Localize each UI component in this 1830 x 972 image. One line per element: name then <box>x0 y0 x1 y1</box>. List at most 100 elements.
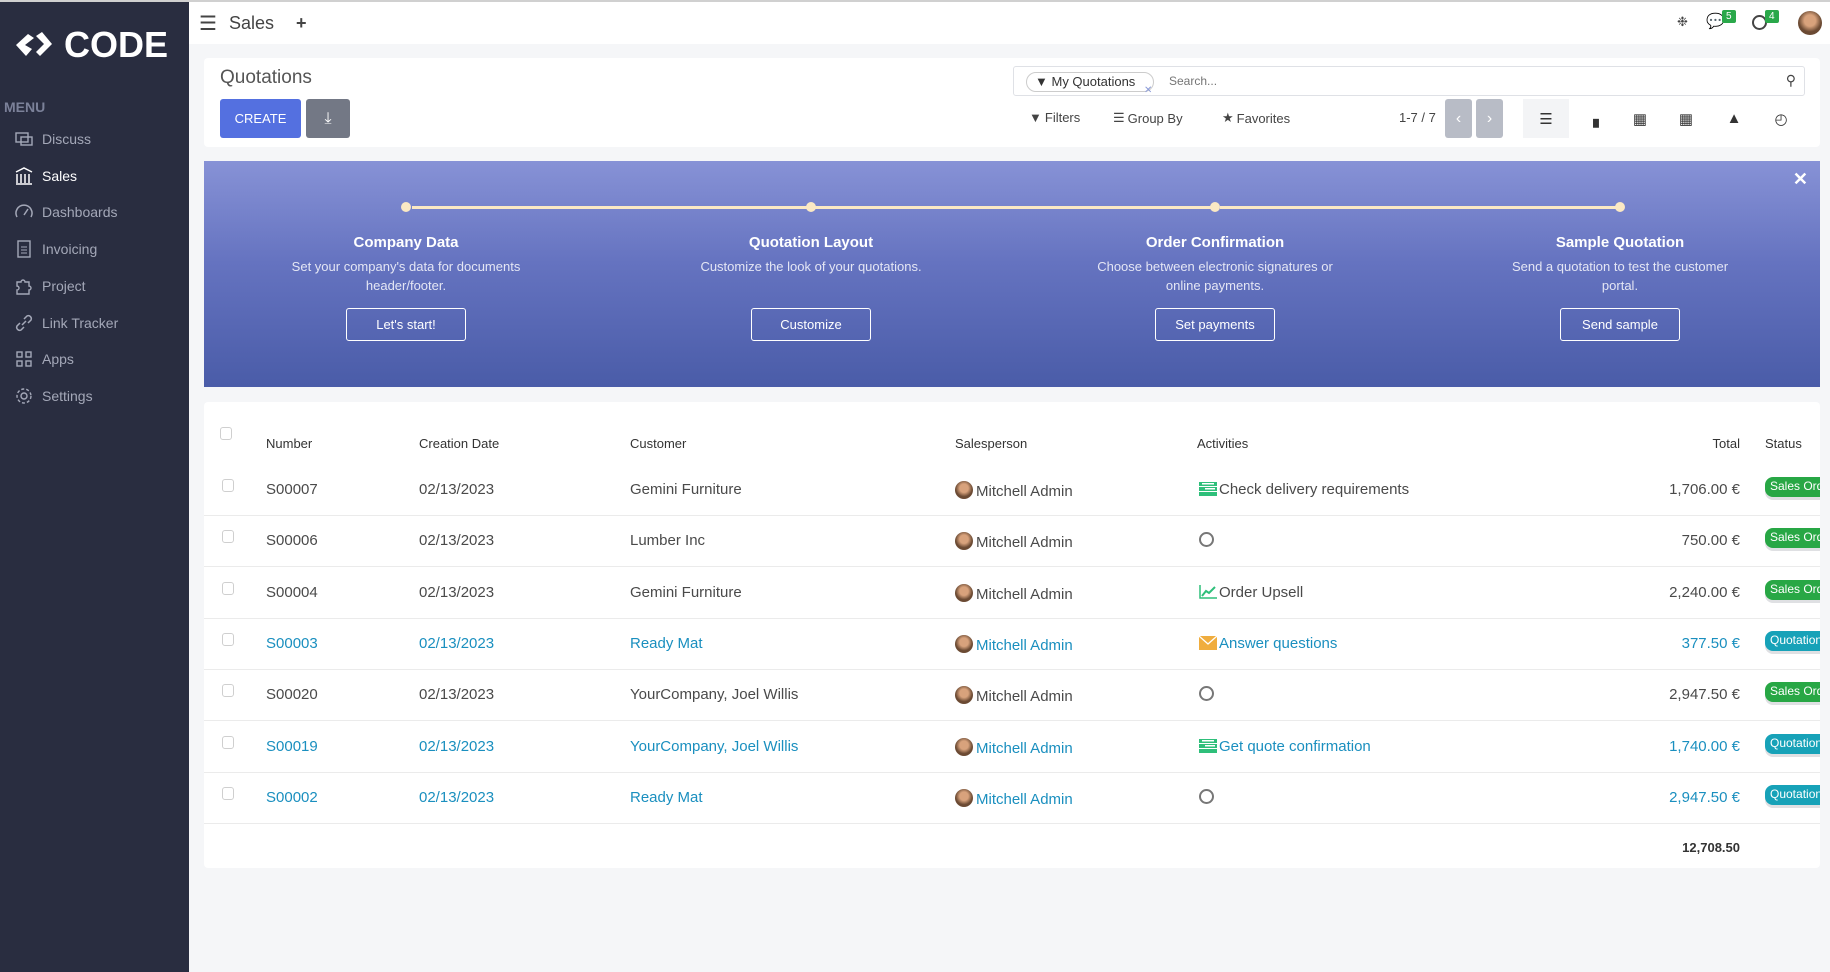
pager-previous-button[interactable]: ‹ <box>1445 99 1472 138</box>
row-checkbox[interactable] <box>222 632 234 646</box>
cell-activity[interactable]: Order Upsell <box>1199 584 1303 601</box>
column-header-customer[interactable]: Customer <box>630 436 687 451</box>
sidebar-item-settings[interactable]: Settings <box>14 386 93 406</box>
sidebar-item-dashboards[interactable]: Dashboards <box>14 202 118 222</box>
column-header-number[interactable]: Number <box>266 436 313 451</box>
group-by-button[interactable]: ☰ Group By <box>1113 110 1183 126</box>
sidebar-item-discuss[interactable]: Discuss <box>14 129 91 149</box>
favorites-button[interactable]: ★ Favorites <box>1222 110 1290 126</box>
row-checkbox[interactable] <box>222 530 234 544</box>
search-input[interactable] <box>1169 71 1729 91</box>
status-badge: Quotation <box>1765 733 1820 754</box>
table-row[interactable]: S00007 02/13/2023 Gemini Furniture Mitch… <box>204 465 1820 516</box>
user-avatar[interactable] <box>1798 11 1822 35</box>
table-row[interactable]: S00019 02/13/2023 YourCompany, Joel Will… <box>204 722 1820 773</box>
cell-customer: Gemini Furniture <box>630 583 742 601</box>
clock-icon[interactable] <box>1199 532 1214 548</box>
salesperson-name: Mitchell Admin <box>976 534 1073 552</box>
step-title: Company Data <box>353 234 459 251</box>
kanban-view-icon[interactable]: ▗ <box>1587 110 1599 128</box>
pager-value[interactable]: 1-7 / 7 <box>1399 110 1436 125</box>
column-header-status[interactable]: Status <box>1765 436 1802 451</box>
code-logo-icon <box>16 32 52 56</box>
row-checkbox[interactable] <box>222 581 234 595</box>
hamburger-menu-icon[interactable]: ☰ <box>199 12 217 35</box>
search-icon[interactable]: ⚲ <box>1785 72 1796 88</box>
filter-icon: ▼ <box>1035 74 1052 89</box>
cell-activity[interactable] <box>1199 788 1214 806</box>
step-button[interactable]: Send sample <box>1560 308 1680 341</box>
progress-line <box>412 206 1010 209</box>
pager-next-button[interactable]: › <box>1476 99 1503 138</box>
salesperson-avatar <box>955 634 973 653</box>
list-view-icon[interactable]: ☰ <box>1523 99 1569 138</box>
status-badge: Sales Order <box>1765 579 1820 600</box>
step-button[interactable]: Customize <box>751 308 871 341</box>
debug-bug-icon[interactable]: ❉ <box>1677 14 1688 29</box>
graph-view-icon[interactable]: ▲ <box>1726 110 1742 127</box>
table-row[interactable]: S00006 02/13/2023 Lumber Inc Mitchell Ad… <box>204 516 1820 568</box>
salesperson-avatar <box>955 737 973 756</box>
cell-salesperson: Mitchell Admin <box>955 686 1073 705</box>
brand-logo[interactable]: CODE <box>14 24 168 66</box>
cell-activity[interactable]: Answer questions <box>1199 635 1337 652</box>
cell-total: 1,740.00 € <box>1669 737 1740 755</box>
table-row[interactable]: S00003 02/13/2023 Ready Mat Mitchell Adm… <box>204 619 1820 670</box>
filters-button[interactable]: ▼ Filters <box>1029 110 1080 125</box>
cell-activity[interactable]: Check delivery requirements <box>1199 481 1409 498</box>
favorites-label: Favorites <box>1236 110 1291 126</box>
cell-creation-date: 02/13/2023 <box>419 634 495 652</box>
download-button[interactable]: ⤓ <box>306 99 350 138</box>
table-row[interactable]: S00020 02/13/2023 YourCompany, Joel Will… <box>204 670 1820 722</box>
table-row[interactable]: S00004 02/13/2023 Gemini Furniture Mitch… <box>204 568 1820 619</box>
step-description: Customize the look of your quotations. <box>700 259 922 274</box>
sidebar-item-label: Settings <box>42 387 93 404</box>
select-all-checkbox[interactable] <box>220 427 232 440</box>
chat-icon <box>15 132 33 146</box>
cell-number: S00006 <box>266 532 318 550</box>
status-badge: Sales Order <box>1765 682 1820 703</box>
cell-total: 2,947.50 € <box>1669 686 1740 704</box>
step-button[interactable]: Let's start! <box>346 308 466 341</box>
column-header-creation-date[interactable]: Creation Date <box>419 436 500 451</box>
pivot-view-icon[interactable]: ▦ <box>1678 110 1694 128</box>
salesperson-name: Mitchell Admin <box>976 739 1073 757</box>
step-description: Set your company's data for documents he… <box>291 259 521 293</box>
cell-creation-date: 02/13/2023 <box>419 737 495 755</box>
cell-creation-date: 02/13/2023 <box>419 532 495 550</box>
table-row[interactable]: S00002 02/13/2023 Ready Mat Mitchell Adm… <box>204 773 1820 824</box>
activity-summary: Answer questions <box>1219 634 1338 652</box>
brand-name: CODE <box>64 24 169 65</box>
cell-activity[interactable]: Get quote confirmation <box>1199 738 1371 755</box>
search-facet[interactable]: ▼ My Quotations <box>1026 72 1155 92</box>
add-icon[interactable]: + <box>295 12 307 33</box>
row-checkbox[interactable] <box>222 479 234 492</box>
row-checkbox[interactable] <box>222 786 234 800</box>
create-button[interactable]: CREATE <box>220 99 301 138</box>
search-bar[interactable]: ▼ My Quotations ✕ ⚲ <box>1013 66 1805 96</box>
close-icon[interactable]: ✕ <box>1792 169 1808 189</box>
row-checkbox[interactable] <box>222 735 234 749</box>
sidebar: CODE MENU Discuss Sales Dashboards Invoicin… <box>0 2 189 972</box>
column-header-activities[interactable]: Activities <box>1197 436 1249 451</box>
activity-view-icon[interactable]: ◴ <box>1774 110 1788 128</box>
cell-activity[interactable] <box>1199 532 1214 549</box>
row-checkbox[interactable] <box>222 684 234 698</box>
calendar-view-icon[interactable]: ▦ <box>1632 110 1648 128</box>
cell-activity[interactable] <box>1199 686 1214 703</box>
sidebar-item-link-tracker[interactable]: Link Tracker <box>14 313 118 333</box>
sidebar-item-label: Sales <box>42 167 78 184</box>
facet-remove-icon[interactable]: ✕ <box>1144 85 1153 96</box>
sidebar-item-sales[interactable]: Sales <box>14 166 77 186</box>
sidebar-item-project[interactable]: Project <box>14 276 86 296</box>
column-header-total[interactable]: Total <box>1712 436 1740 451</box>
clock-icon[interactable] <box>1199 686 1214 702</box>
step-button[interactable]: Set payments <box>1155 308 1275 341</box>
messages-icon[interactable]: 💬 <box>1706 13 1725 30</box>
app-title[interactable]: Sales <box>228 12 274 33</box>
sidebar-item-invoicing[interactable]: Invoicing <box>14 239 97 259</box>
sidebar-item-apps[interactable]: Apps <box>14 349 74 369</box>
column-header-salesperson[interactable]: Salesperson <box>955 436 1028 451</box>
clock-icon[interactable] <box>1199 788 1214 804</box>
cell-number: S00020 <box>266 686 318 704</box>
